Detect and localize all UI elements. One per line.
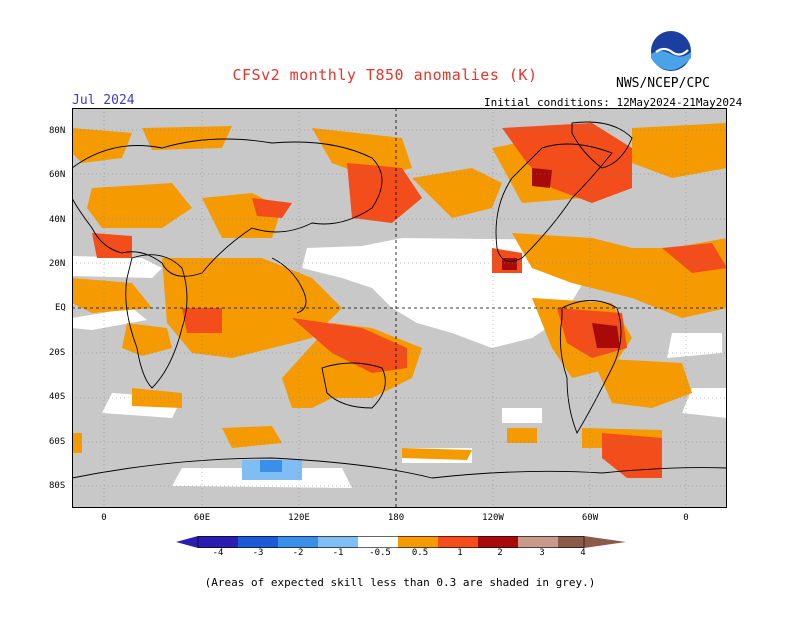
lat-label: 80S [49, 481, 66, 491]
lon-label: 180 [387, 513, 405, 523]
colorbar-tick: -2 [292, 548, 304, 558]
lon-label: 120W [482, 513, 504, 523]
colorbar-bin [358, 536, 398, 548]
lon-label: 0 [683, 513, 689, 523]
colorbar-tick: 0.5 [411, 548, 429, 558]
lon-label: 120E [288, 513, 310, 523]
lat-label: 20N [49, 259, 66, 269]
colorbar-tick: -1 [332, 548, 344, 558]
lon-label: 0 [101, 513, 107, 523]
coastlines [72, 121, 727, 479]
colorbar-tick: 2 [497, 548, 503, 558]
cold-anomaly-strong [260, 460, 282, 472]
colorbar-tick: 1 [457, 548, 463, 558]
colorbar-bin [198, 536, 238, 548]
colorbar-arrow-right [584, 536, 626, 548]
anomaly-map [72, 108, 727, 508]
colorbar-bin [518, 536, 558, 548]
colorbar-bin [318, 536, 358, 548]
noaa-logo [651, 31, 691, 71]
colorbar-tick: 3 [539, 548, 545, 558]
lat-label: 40S [49, 392, 66, 402]
colorbar-tick: -3 [252, 548, 264, 558]
colorbar-tick: -4 [212, 548, 224, 558]
lat-label: 40N [49, 215, 66, 225]
initial-conditions: Initial conditions: 12May2024-21May2024 [484, 96, 743, 109]
lon-label: 60E [193, 513, 211, 523]
colorbar-tick: -0.5 [369, 548, 391, 558]
lat-label: 80N [49, 126, 66, 136]
skill-footnote: (Areas of expected skill less than 0.3 a… [204, 576, 596, 589]
lat-label: 60S [49, 437, 66, 447]
colorbar-tick: 4 [580, 548, 586, 558]
colorbar-arrow-left [176, 536, 198, 548]
lat-label: 20S [49, 348, 66, 358]
colorbar-bin [478, 536, 518, 548]
colorbar [176, 536, 626, 548]
colorbar-bin [558, 536, 584, 548]
chart-title: CFSv2 monthly T850 anomalies (K) [232, 66, 538, 84]
lat-label: EQ [55, 303, 66, 313]
warm-anomaly-strong [502, 168, 620, 348]
colorbar-bin [238, 536, 278, 548]
lat-lon-grid [72, 108, 727, 508]
colorbar-bin [438, 536, 478, 548]
colorbar-bin [398, 536, 438, 548]
map-frame [72, 108, 727, 508]
lat-label: 60N [49, 170, 66, 180]
colorbar-bin [278, 536, 318, 548]
agency-label: NWS/NCEP/CPC [616, 76, 710, 91]
forecast-month: Jul 2024 [72, 93, 135, 108]
lon-label: 60W [581, 513, 599, 523]
